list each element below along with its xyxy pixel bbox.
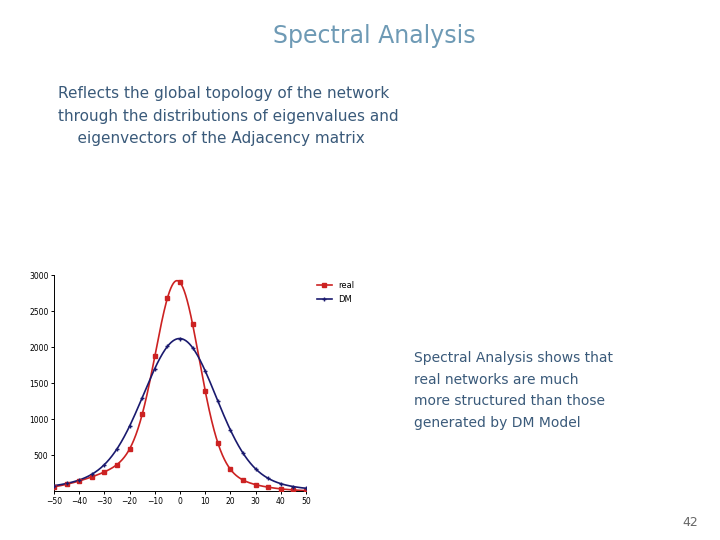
Text: Spectral Analysis: Spectral Analysis xyxy=(273,24,476,48)
Text: Reflects the global topology of the network
through the distributions of eigenva: Reflects the global topology of the netw… xyxy=(58,86,398,146)
Text: Spectral Analysis shows that
real networks are much
more structured than those
g: Spectral Analysis shows that real networ… xyxy=(414,351,613,430)
Text: 42: 42 xyxy=(683,516,698,529)
Legend: real, DM: real, DM xyxy=(315,280,356,306)
